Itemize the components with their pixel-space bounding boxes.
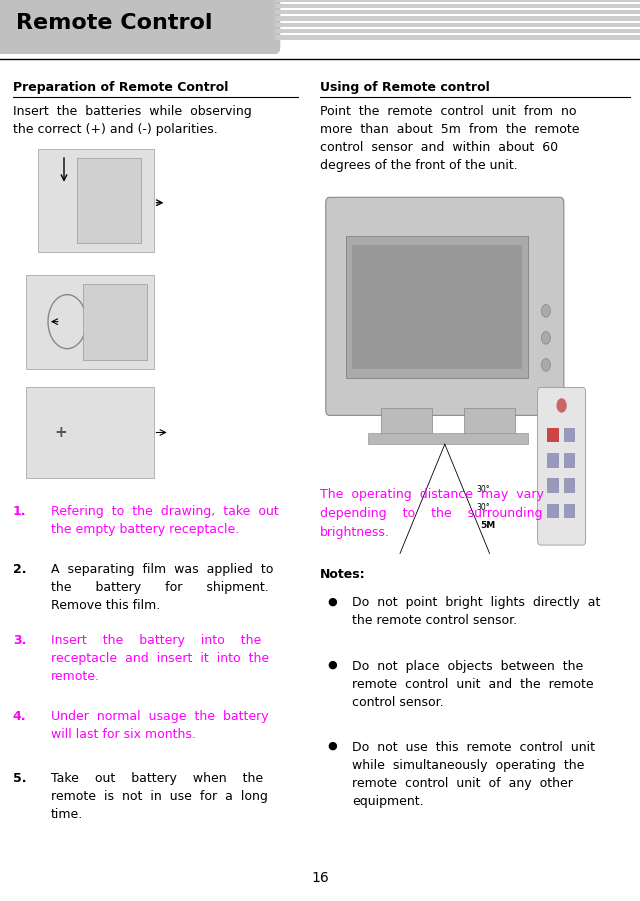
Text: Do  not  use  this  remote  control  unit: Do not use this remote control unit (352, 741, 595, 753)
Text: 30°: 30° (477, 485, 490, 494)
Text: receptacle  and  insert  it  into  the: receptacle and insert it into the (51, 652, 269, 665)
Bar (26, 387, 154, 478)
Text: The  operating  distance  may  vary: The operating distance may vary (320, 488, 544, 501)
Bar (381, 408, 432, 437)
Text: ●: ● (328, 596, 337, 606)
Text: 3.: 3. (13, 634, 26, 647)
Bar (547, 504, 559, 518)
Text: brightness.: brightness. (320, 526, 390, 539)
Bar (83, 284, 147, 360)
Text: Remote Control: Remote Control (16, 13, 212, 32)
Bar (368, 433, 528, 444)
Text: 4.: 4. (13, 710, 26, 723)
Text: 16: 16 (311, 870, 329, 885)
Text: Using of Remote control: Using of Remote control (320, 81, 490, 94)
Text: degrees of the front of the unit.: degrees of the front of the unit. (320, 159, 518, 171)
Text: remote  control  unit  and  the  remote: remote control unit and the remote (352, 678, 594, 690)
Bar (464, 408, 515, 437)
Text: the correct (+) and (-) polarities.: the correct (+) and (-) polarities. (13, 123, 218, 135)
Bar (564, 504, 575, 518)
Text: 5M: 5M (480, 521, 495, 530)
Circle shape (556, 398, 567, 413)
Text: 2.: 2. (13, 563, 26, 576)
Text: Point  the  remote  control  unit  from  no: Point the remote control unit from no (320, 105, 577, 117)
Text: +: + (54, 425, 67, 440)
Text: Take    out    battery    when    the: Take out battery when the (51, 772, 263, 785)
Text: Preparation of Remote Control: Preparation of Remote Control (13, 81, 228, 94)
Text: 1.: 1. (13, 505, 26, 517)
Text: ●: ● (328, 660, 337, 669)
Text: while  simultaneously  operating  the: while simultaneously operating the (352, 759, 584, 771)
Bar (38, 149, 154, 252)
Bar (547, 453, 559, 468)
Text: ●: ● (328, 741, 337, 751)
Text: the      battery      for      shipment.: the battery for shipment. (51, 581, 269, 594)
Bar (77, 158, 141, 243)
Text: Do  not  point  bright  lights  directly  at: Do not point bright lights directly at (352, 596, 600, 609)
Text: remote  control  unit  of  any  other: remote control unit of any other (352, 777, 573, 789)
Text: Do  not  place  objects  between  the: Do not place objects between the (352, 660, 583, 672)
Text: depending    to    the    surrounding: depending to the surrounding (320, 507, 543, 520)
Bar (275, 35, 640, 40)
Text: Insert  the  batteries  while  observing: Insert the batteries while observing (13, 105, 252, 117)
FancyBboxPatch shape (326, 197, 564, 415)
FancyBboxPatch shape (0, 0, 280, 54)
Text: control  sensor  and  within  about  60: control sensor and within about 60 (320, 141, 558, 153)
Bar (275, 16, 640, 21)
Bar (275, 0, 640, 2)
Text: more  than  about  5m  from  the  remote: more than about 5m from the remote (320, 123, 579, 135)
Circle shape (541, 305, 550, 317)
Text: Notes:: Notes: (320, 568, 365, 580)
Text: remote.: remote. (51, 670, 100, 683)
Bar (564, 453, 575, 468)
Text: Remove this film.: Remove this film. (51, 599, 161, 612)
Bar (275, 23, 640, 27)
Bar (352, 245, 522, 369)
Text: 30°: 30° (477, 503, 490, 512)
Text: time.: time. (51, 808, 83, 821)
Bar (547, 428, 559, 442)
Text: 5.: 5. (13, 772, 26, 785)
Bar (564, 478, 575, 493)
Bar (26, 275, 154, 369)
Bar (564, 428, 575, 442)
Text: Insert    the    battery    into    the: Insert the battery into the (51, 634, 262, 647)
Text: control sensor.: control sensor. (352, 696, 444, 708)
Circle shape (541, 359, 550, 371)
Text: will last for six months.: will last for six months. (51, 728, 196, 741)
Bar (346, 236, 528, 378)
Text: the remote control sensor.: the remote control sensor. (352, 614, 517, 627)
Text: remote  is  not  in  use  for  a  long: remote is not in use for a long (51, 790, 268, 803)
Text: the empty battery receptacle.: the empty battery receptacle. (51, 523, 239, 535)
Bar (547, 478, 559, 493)
Circle shape (541, 332, 550, 344)
Text: A  separating  film  was  applied  to: A separating film was applied to (51, 563, 273, 576)
Bar (275, 4, 640, 8)
Text: Under  normal  usage  the  battery: Under normal usage the battery (51, 710, 269, 723)
Text: Refering  to  the  drawing,  take  out: Refering to the drawing, take out (51, 505, 279, 517)
FancyBboxPatch shape (538, 387, 586, 545)
Bar (275, 10, 640, 14)
Text: equipment.: equipment. (352, 795, 424, 807)
Bar (275, 29, 640, 33)
